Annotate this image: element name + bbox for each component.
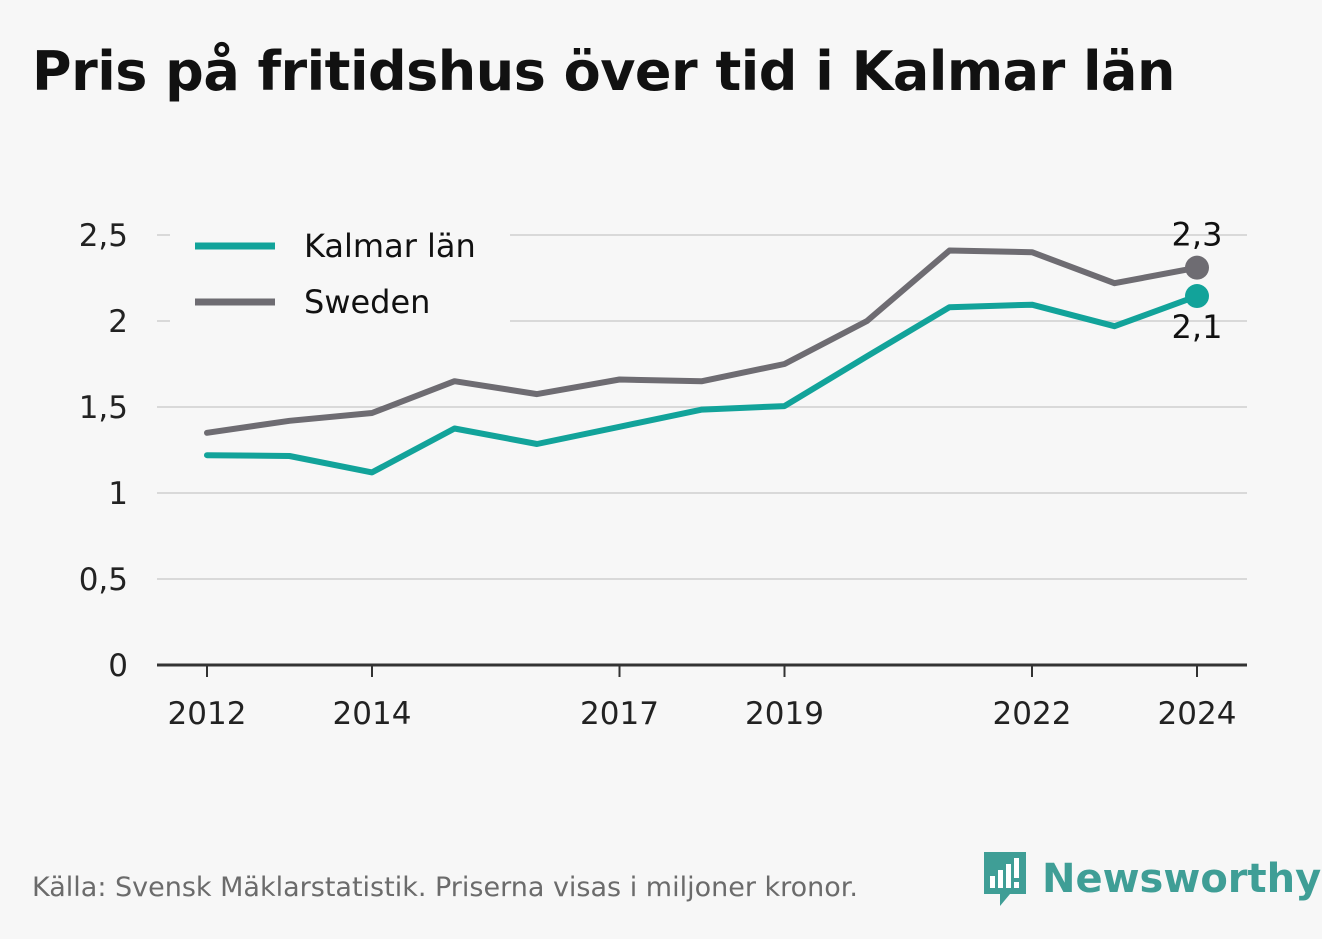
y-tick-label: 1,5 (79, 390, 128, 426)
x-tick-label: 2022 (993, 696, 1072, 732)
x-tick-label: 2024 (1158, 696, 1237, 732)
y-tick-label: 0,5 (79, 562, 128, 598)
legend-label: Sweden (304, 283, 430, 321)
y-tick-label: 2,5 (79, 218, 128, 254)
brand-name: Newsworthy (1042, 856, 1322, 902)
brand-logo[interactable]: Newsworthy (980, 848, 1321, 910)
x-tick-label: 2012 (168, 696, 247, 732)
x-tick-label: 2019 (745, 696, 824, 732)
series-end-label: 2,1 (1172, 308, 1223, 346)
x-tick-label: 2017 (580, 696, 659, 732)
series-line-sweden (204, 247, 1200, 436)
chart-title: Pris på fritidshus över tid i Kalmar län (32, 40, 1175, 103)
series-end-label: 2,3 (1172, 216, 1223, 254)
series-line-kalmar-lan (204, 293, 1200, 476)
x-tick-label: 2014 (333, 696, 412, 732)
legend-label: Kalmar län (304, 227, 476, 265)
y-tick-label: 1 (108, 476, 128, 512)
series-end-point (1185, 284, 1209, 309)
y-tick-label: 0 (108, 648, 128, 684)
y-tick-label: 2 (108, 304, 128, 340)
newsworthy-logo-icon (984, 852, 1026, 906)
series-end-point (1185, 255, 1209, 280)
source-note: Källa: Svensk Mäklarstatistik. Priserna … (32, 872, 859, 903)
